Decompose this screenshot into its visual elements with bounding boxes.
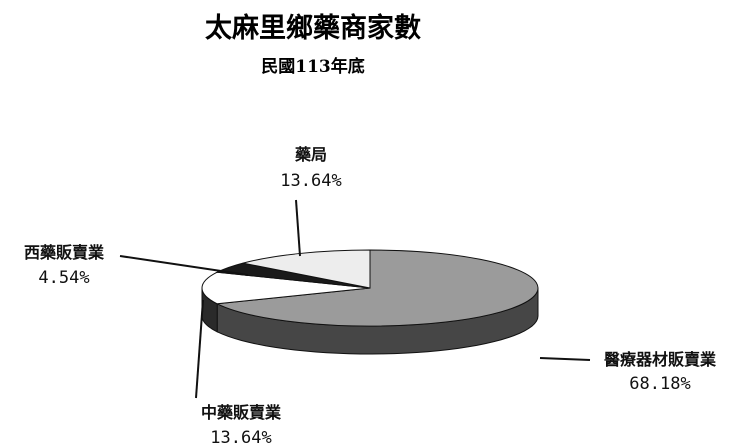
pie-slice-chinese-medicine bbox=[201, 271, 371, 305]
slice-value-pharmacy: 13.64% bbox=[280, 171, 341, 191]
slice-label-chinese-medicine: 中藥販賣業 bbox=[201, 403, 282, 422]
slice-label-medical-devices: 醫療器材販賣業 bbox=[604, 350, 717, 369]
slice-value-chinese-medicine: 13.64% bbox=[210, 428, 271, 448]
leader-line-medical-devices bbox=[539, 357, 591, 361]
slice-value-medical-devices: 68.18% bbox=[629, 374, 690, 394]
chart-title: 太麻里鄉藥商家數 bbox=[205, 12, 421, 44]
slice-label-western-medicine: 西藥販賣業 bbox=[24, 243, 105, 262]
slice-label-pharmacy: 藥局 bbox=[294, 145, 327, 164]
leader-line-chinese-medicine bbox=[195, 299, 204, 399]
leader-lines bbox=[119, 199, 591, 399]
leader-line-western-medicine bbox=[119, 255, 249, 276]
slice-value-western-medicine: 4.54% bbox=[38, 268, 89, 288]
pie-tops bbox=[201, 249, 539, 327]
chart-subtitle: 民國113年底 bbox=[261, 56, 365, 77]
leader-line-pharmacy bbox=[295, 199, 301, 257]
pie-slice-medical-devices bbox=[215, 249, 539, 327]
